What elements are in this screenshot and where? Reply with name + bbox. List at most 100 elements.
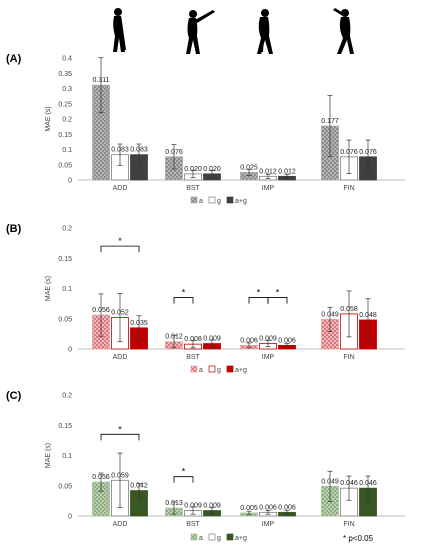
data-label: 0.012 [165, 334, 183, 341]
y-tick-label: 0.1 [62, 453, 72, 460]
significance-star: * [182, 288, 186, 298]
significance-star: * [118, 236, 122, 246]
legend-swatch [190, 533, 198, 541]
legend-swatch [190, 196, 198, 204]
chart-panel-3: (C) MAE (s) 0 0.05 0.1 0.15 0.2 0.056 0.0590.042… [6, 390, 405, 542]
data-label: 0.006 [240, 337, 258, 344]
data-label: 0.083 [130, 147, 148, 154]
data-label: 0.048 [359, 312, 377, 319]
significance-star: * [182, 467, 186, 477]
legend-label: a [199, 198, 203, 205]
golfer-finish-silhouette [333, 8, 354, 54]
y-tick-label: 0.3 [62, 86, 72, 93]
significance-bracket [100, 433, 140, 441]
data-label: 0.052 [111, 310, 129, 317]
y-axis-label: MAE (s) [45, 443, 52, 468]
legend-swatch [190, 365, 198, 373]
x-tick-label: IMP [262, 185, 275, 192]
data-label: 0.056 [92, 307, 110, 314]
data-label: 0.056 [92, 474, 110, 481]
significance-bracket [267, 297, 288, 304]
panel-label: (B) [6, 223, 22, 235]
legend-label: a [199, 535, 203, 542]
legend-swatch [226, 365, 234, 373]
golfer-address-silhouette [113, 8, 126, 52]
legend-swatch [208, 196, 216, 204]
data-label: 0.083 [111, 147, 129, 154]
x-tick-label: ADD [113, 354, 128, 361]
legend-swatch [208, 365, 216, 373]
data-label: 0.177 [321, 118, 339, 125]
panel-label: (C) [6, 390, 22, 402]
legend-label: g [217, 198, 221, 205]
data-label: 0.046 [359, 480, 377, 487]
data-label: 0.009 [203, 503, 221, 510]
legend: a g a+g [190, 533, 247, 542]
significance-star: * [257, 288, 261, 298]
chart-panel-2: (B) MAE (s) 0 0.05 0.1 0.15 0.2 0.056 0.0520.035… [6, 223, 405, 374]
y-tick-label: 0.1 [62, 286, 72, 293]
x-tick-label: BST [186, 185, 200, 192]
data-label: 0.058 [340, 306, 358, 313]
golfer-backswing-silhouette [186, 10, 215, 54]
y-axis-label: MAE (s) [45, 106, 52, 131]
data-label: 0.035 [130, 320, 148, 327]
chart-panel-1: (A) MAE (s) 0 0.05 0.1 0.15 0.2 0.25 0.3 0.35 0.4 0… [6, 53, 405, 205]
data-label: 0.025 [240, 164, 258, 171]
legend-label: a [199, 367, 203, 374]
y-tick-label: 0.05 [58, 162, 72, 169]
y-tick-label: 0.2 [62, 226, 72, 233]
data-label: 0.006 [278, 504, 296, 511]
x-tick-label: FIN [343, 354, 354, 361]
data-label: 0.006 [259, 504, 277, 511]
y-tick-label: 0.2 [62, 393, 72, 400]
y-tick-label: 0.35 [58, 71, 72, 78]
data-label: 0.059 [111, 472, 129, 479]
legend-label: g [217, 367, 221, 374]
y-tick-label: 0.05 [58, 483, 72, 490]
data-label: 0.049 [321, 478, 339, 485]
significance-bracket [100, 245, 140, 253]
y-tick-label: 0.15 [58, 423, 72, 430]
data-label: 0.076 [340, 149, 358, 156]
golfer-impact-silhouette [257, 9, 273, 54]
significance-star: * [276, 288, 280, 298]
y-tick-label: 0.4 [62, 56, 72, 63]
y-tick-label: 0.15 [58, 132, 72, 139]
significance-bracket [173, 476, 194, 483]
data-label: 0.020 [184, 166, 202, 173]
significance-footnote: * p<0.05 [343, 534, 374, 543]
y-tick-label: 0.1 [62, 147, 72, 154]
y-axis-label: MAE (s) [45, 276, 52, 301]
legend-label: g [217, 535, 221, 542]
legend-swatch [226, 196, 234, 204]
x-tick-label: FIN [343, 521, 354, 528]
data-label: 0.049 [321, 311, 339, 318]
x-tick-label: IMP [262, 354, 275, 361]
significance-bracket [248, 297, 269, 304]
data-label: 0.311 [93, 77, 110, 84]
y-tick-label: 0 [68, 178, 72, 185]
legend: a g a+g [190, 196, 247, 205]
data-label: 0.042 [130, 483, 148, 490]
y-tick-label: 0.2 [62, 117, 72, 124]
y-tick-label: 0.15 [58, 256, 72, 263]
x-tick-label: FIN [343, 185, 354, 192]
data-label: 0.005 [240, 505, 258, 512]
data-label: 0.009 [203, 336, 221, 343]
data-label: 0.006 [278, 337, 296, 344]
data-label: 0.076 [165, 149, 183, 156]
significance-bracket [173, 297, 194, 304]
legend-swatch [208, 533, 216, 541]
data-label: 0.046 [340, 480, 358, 487]
data-label: 0.076 [359, 149, 377, 156]
x-tick-label: ADD [113, 521, 128, 528]
significance-star: * [118, 424, 122, 434]
legend-label: a+g [235, 367, 247, 374]
data-label: 0.020 [203, 166, 221, 173]
legend-label: a+g [235, 535, 247, 542]
data-label: 0.013 [165, 500, 183, 507]
legend-swatch [226, 533, 234, 541]
data-label: 0.012 [278, 168, 296, 175]
